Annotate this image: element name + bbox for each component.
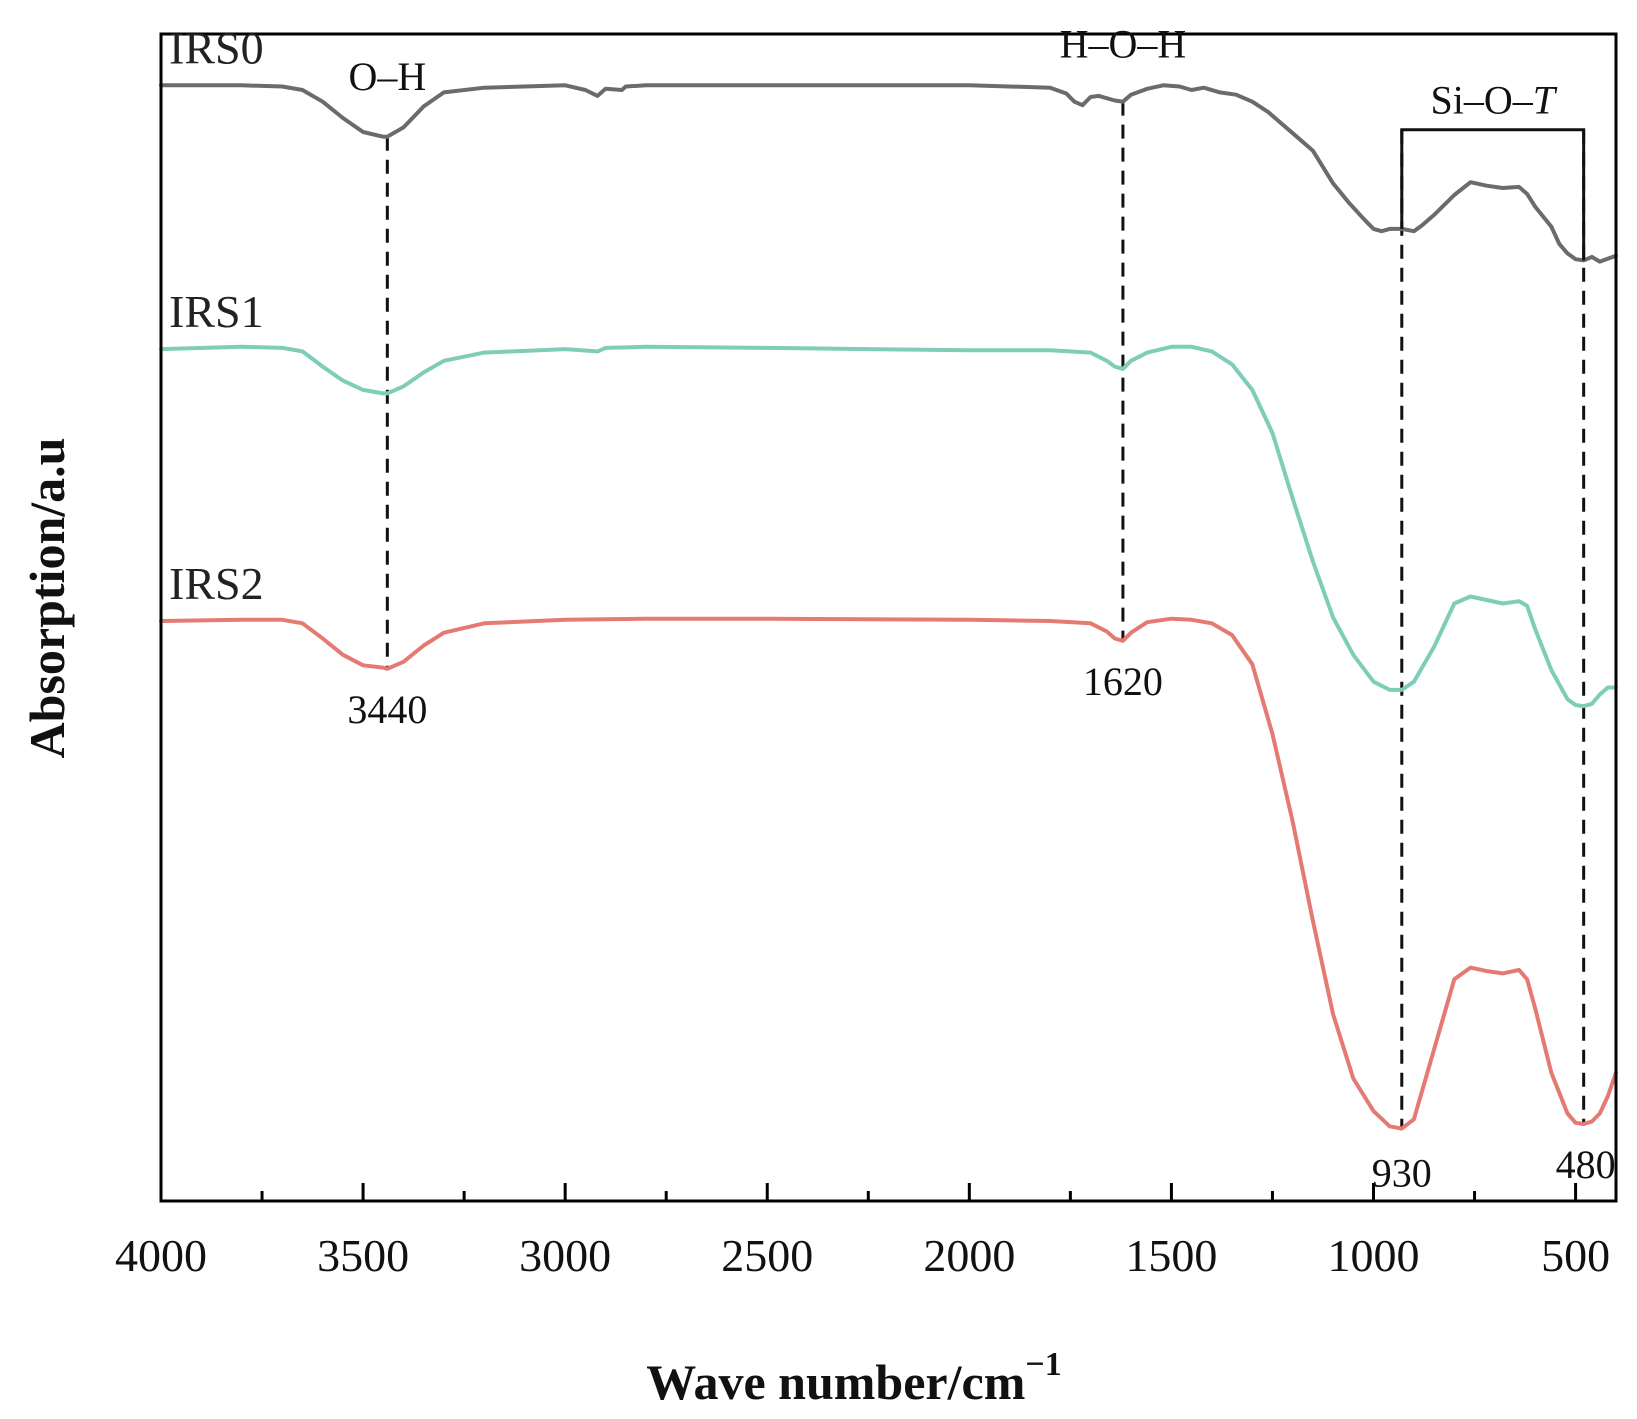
- labels: IRS0 IRS1 IRS2 O–H H–O–H Si–O–T 3440 1620 930 480: [169, 21, 1616, 1195]
- y-axis-title: Absorption/a.u: [19, 438, 75, 759]
- series-lines: [159, 83, 1618, 1131]
- x-tick-label: 4000: [115, 1230, 207, 1281]
- x-tick-label: 500: [1541, 1230, 1610, 1281]
- peak-label-930: 930: [1372, 1151, 1432, 1196]
- plot-frame: [159, 32, 1618, 1203]
- x-tick-label: 1000: [1328, 1230, 1420, 1281]
- x-axis-title: Wave number/cm−1: [646, 1346, 1062, 1410]
- series-label-irs1: IRS1: [169, 286, 264, 337]
- peak-label-1620: 1620: [1083, 659, 1163, 704]
- reference-lines: [385, 101, 1586, 1129]
- x-tick-label: 3000: [519, 1230, 611, 1281]
- x-tick-label: 3500: [317, 1230, 409, 1281]
- series-line-irs2: [159, 616, 1618, 1131]
- peak-label-480: 480: [1556, 1142, 1616, 1187]
- x-tick-label: 1500: [1125, 1230, 1217, 1281]
- peak-label-3440: 3440: [347, 687, 427, 732]
- axes: 4000 3500 3000 2500 2000 1500 1000 500: [115, 32, 1618, 1281]
- x-axis-title-superscript: −1: [1025, 1346, 1061, 1383]
- si-o-t-bracket: [1400, 128, 1586, 261]
- series-label-irs0: IRS0: [169, 22, 264, 73]
- annotation-si-o-t-italic: T: [1533, 78, 1558, 123]
- x-axis-title-text: Wave number/cm: [646, 1354, 1025, 1410]
- x-tick-label: 2500: [721, 1230, 813, 1281]
- annotation-h-o-h: H–O–H: [1060, 21, 1187, 66]
- annotation-si-o-t-prefix: Si–O–: [1430, 78, 1533, 123]
- x-tick-label: 2000: [923, 1230, 1015, 1281]
- series-line-irs1: [159, 344, 1618, 709]
- series-line-irs0: [159, 83, 1618, 264]
- annotation-si-o-t: Si–O–T: [1430, 78, 1557, 123]
- annotation-o-h: O–H: [348, 54, 426, 99]
- series-label-irs2: IRS2: [169, 558, 264, 609]
